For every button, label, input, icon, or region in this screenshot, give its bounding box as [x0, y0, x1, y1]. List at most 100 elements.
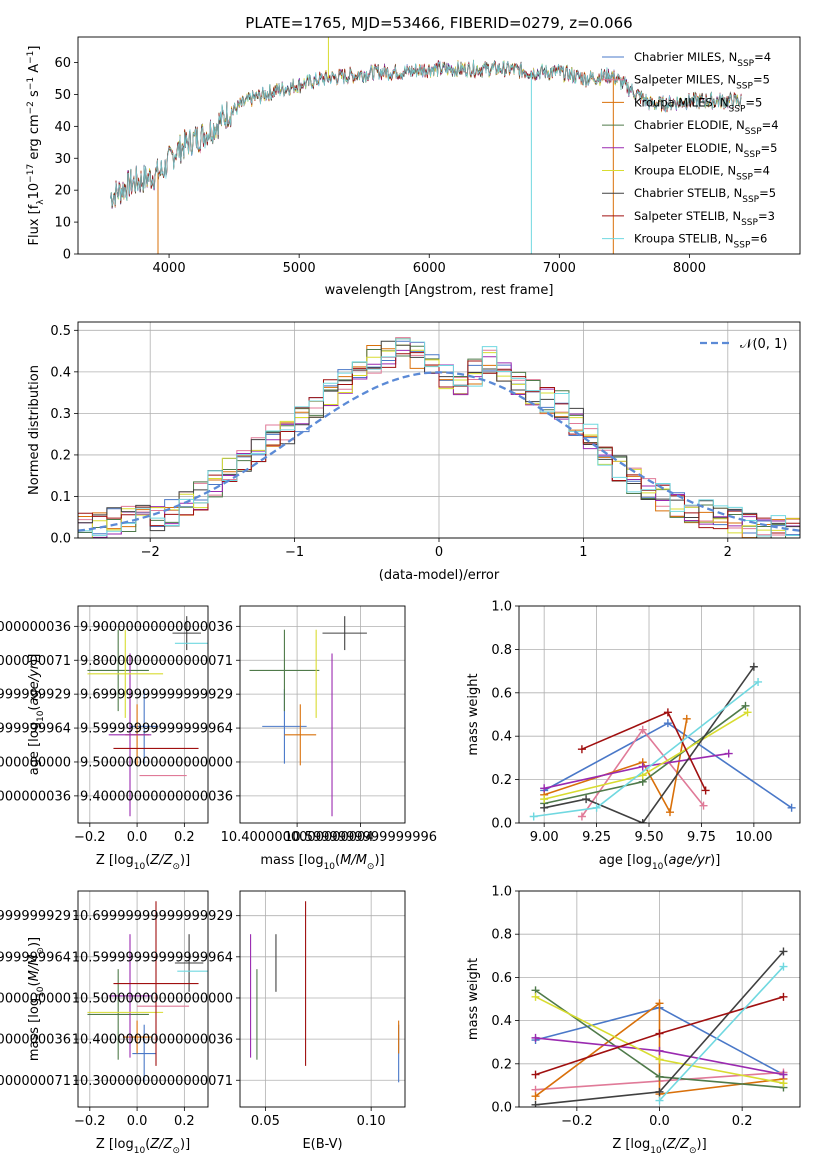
age_vs_mass-xlabel: mass [log10(M/M⊙)] [260, 853, 384, 872]
points-layer [87, 616, 208, 817]
axes-spectrum: 4000 5000 6000 7000 8000 0 10 20 30 40 50 60 PLATE=1… [26, 14, 801, 298]
points-layer [250, 901, 400, 1083]
y-tick-label: 9.69999999999999929 [0, 688, 71, 703]
weight-marker [529, 812, 538, 821]
legend-entry: Chabrier ELODIE, NSSP=4 [634, 118, 779, 137]
weight-marker [577, 812, 586, 821]
weight-marker [682, 714, 691, 723]
x-tick-label: 0.2 [732, 1114, 753, 1129]
x-tick-label: 0.2 [174, 1114, 195, 1129]
weight-marker [754, 677, 763, 686]
weight-marker [741, 701, 750, 710]
y-tick-label: 30 [54, 152, 71, 167]
y-tick-label: 60 [54, 56, 71, 71]
y-tick-label: 9.80000000000000071 [0, 654, 71, 669]
y-tick-label: 1.0 [491, 600, 512, 615]
y-tick-label: 10.40000000000000036 [0, 1033, 71, 1048]
x-tick-label: 0 [435, 545, 443, 560]
y-tick-label: 1.0 [491, 885, 512, 900]
weight-marker [701, 786, 710, 795]
weight-marker [699, 801, 708, 810]
points-layer [249, 616, 367, 817]
weight-marker [779, 962, 788, 971]
spectrum-title: PLATE=1765, MJD=53466, FIBERID=0279, z=0… [245, 14, 632, 32]
x-tick-label: 9.75 [687, 830, 716, 845]
legend-entry: Kroupa MILES, NSSP=5 [634, 95, 762, 114]
normal-curve [78, 371, 800, 532]
mass_weight_vs_Z-ylabel: mass weight [466, 958, 481, 1040]
y-tick-label: 10.59999999999999964 [72, 950, 233, 965]
weight-series [581, 711, 707, 791]
y-tick-label: 9.40000000000000036 [0, 789, 71, 804]
legend-entry: Kroupa ELODIE, NSSP=4 [634, 164, 770, 183]
y-tick-label: 9.90000000000000036 [0, 620, 71, 635]
x-tick-label: 10.00 [735, 830, 772, 845]
legend-entry: Salpeter ELODIE, NSSP=5 [634, 141, 777, 160]
y-tick-label: 9.59999999999999964 [0, 722, 71, 737]
points-layer [87, 901, 208, 1083]
spectrum-legend: Chabrier MILES, NSSP=4 Salpeter MILES, NS… [602, 50, 779, 251]
weight-marker [655, 1029, 664, 1038]
axes-frame [77, 890, 209, 1108]
y-tick-label: 0.0 [491, 817, 512, 832]
axes-frame [518, 890, 801, 1108]
x-tick-label: −0.2 [74, 830, 106, 845]
axes-mass_vs_EBV: 0.05 0.10 10.30000000000000071 10.400000000… [72, 890, 406, 1152]
spectrum-ylabel: Flux [fλ10−17 erg cm−2 s−1 A−1] [26, 46, 46, 246]
x-tick-label: 0.05 [251, 1114, 280, 1129]
x-tick-label: −0.2 [74, 1114, 106, 1129]
x-tick-label: 0.0 [127, 830, 148, 845]
weight-marker [638, 762, 647, 771]
axes-frame [239, 605, 406, 824]
weight-marker [665, 808, 674, 817]
y-tick-label: 50 [54, 88, 71, 103]
axes-frame [77, 605, 209, 824]
weight-marker [655, 1072, 664, 1081]
weight-marker [663, 719, 672, 728]
legend-entry: Chabrier STELIB, NSSP=5 [634, 186, 776, 205]
legend-entry: Chabrier MILES, NSSP=4 [634, 50, 771, 69]
x-tick-label: 9.25 [582, 830, 611, 845]
weight-marker [655, 1087, 664, 1096]
mass_weight_vs_age-ylabel: mass weight [466, 673, 481, 755]
x-tick-label: 0.10 [357, 1114, 386, 1129]
y-tick-label: 0 [63, 248, 71, 263]
x-tick-label: 10.4000000000000004 [221, 830, 374, 845]
weight-marker [779, 992, 788, 1001]
y-tick-label: 0.0 [50, 532, 71, 547]
weight-marker [582, 795, 591, 804]
y-tick-label: 9.50000000000000000 [80, 755, 233, 770]
x-tick-label: 5000 [283, 261, 316, 276]
y-tick-label: 0.4 [491, 1014, 512, 1029]
y-tick-label: 10.40000000000000036 [72, 1033, 233, 1048]
axes-frame [518, 605, 801, 824]
x-tick-label: −1 [285, 545, 304, 560]
x-tick-label: 0.2 [174, 830, 195, 845]
weight-marker [638, 819, 647, 823]
hist-series [78, 338, 800, 538]
x-tick-label: 1 [579, 545, 587, 560]
weight-marker [663, 708, 672, 717]
weight-marker [779, 1079, 788, 1088]
axes-frame [239, 890, 406, 1108]
spectrum-series [110, 59, 742, 206]
axes-mass_vs_Z: −0.2 0.0 0.2 10.30000000000000071 10.4000000… [0, 890, 209, 1156]
spectrum-xlabel: wavelength [Angstrom, rest frame] [325, 283, 554, 298]
weight-marker [638, 725, 647, 734]
weight-marker [531, 1070, 540, 1079]
y-tick-label: 0.0 [491, 1101, 512, 1116]
mass_weight_vs_age-xlabel: age [log10(age/yr)] [599, 853, 721, 872]
y-tick-label: 0.8 [491, 928, 512, 943]
y-tick-label: 0.1 [50, 490, 71, 505]
y-tick-label: 9.59999999999999964 [80, 722, 233, 737]
weight-marker [540, 803, 549, 812]
y-tick-label: 0.4 [50, 365, 71, 380]
x-tick-label: 4000 [153, 261, 186, 276]
weight-series [658, 966, 785, 1102]
weight-marker [779, 947, 788, 956]
y-tick-label: 0.2 [491, 1057, 512, 1072]
weight-series [544, 666, 755, 823]
y-tick-label: 10 [54, 216, 71, 231]
x-tick-label: 2 [724, 545, 732, 560]
